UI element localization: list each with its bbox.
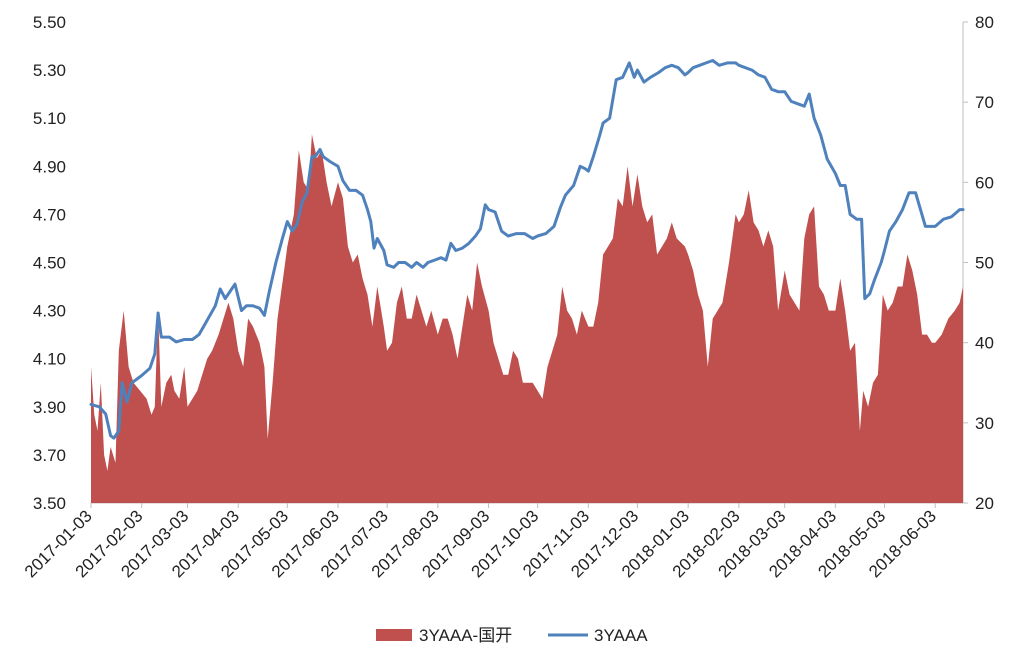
left-y-tick-label: 3.50 (33, 494, 66, 513)
spread-area (91, 134, 963, 503)
yield-line-layer (89, 59, 965, 440)
left-y-tick-label: 3.70 (33, 446, 66, 465)
legend-area-swatch (376, 629, 412, 641)
right-y-tick-label: 80 (975, 13, 994, 32)
left-y-tick-label: 4.70 (33, 205, 66, 224)
left-y-tick-label: 5.10 (33, 109, 66, 128)
yield-line (89, 59, 965, 440)
spread-area-layer (91, 134, 963, 503)
legend-area-label: 3YAAA-国开 (419, 626, 512, 645)
right-y-tick-label: 40 (975, 334, 994, 353)
right-y-tick-label: 20 (975, 494, 994, 513)
left-y-tick-label: 5.30 (33, 61, 66, 80)
legend: 3YAAA-国开 3YAAA (376, 626, 648, 645)
right-y-tick-label: 30 (975, 414, 994, 433)
left-y-tick-label: 4.50 (33, 254, 66, 273)
left-y-tick-label: 4.10 (33, 350, 66, 369)
left-y-tick-label: 4.30 (33, 302, 66, 321)
left-y-tick-label: 3.90 (33, 398, 66, 417)
right-y-tick-label: 70 (975, 93, 994, 112)
legend-line-label: 3YAAA (594, 626, 648, 645)
right-y-tick-label: 60 (975, 173, 994, 192)
right-y-tick-label: 50 (975, 254, 994, 273)
left-y-tick-label: 4.90 (33, 157, 66, 176)
left-y-tick-label: 5.50 (33, 13, 66, 32)
